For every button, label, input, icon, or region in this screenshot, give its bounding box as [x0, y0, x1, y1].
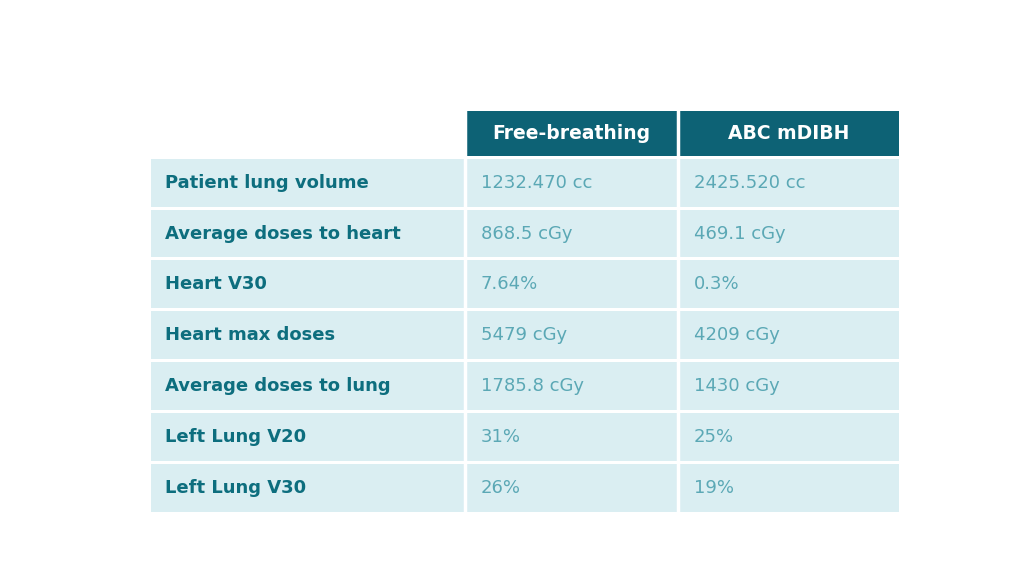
Text: ABC mDIBH: ABC mDIBH — [728, 124, 849, 143]
Text: 5479 cGy: 5479 cGy — [480, 326, 566, 344]
Text: 1430 cGy: 1430 cGy — [693, 377, 779, 395]
Text: Left Lung V20: Left Lung V20 — [165, 428, 306, 446]
FancyBboxPatch shape — [465, 111, 678, 156]
FancyBboxPatch shape — [152, 362, 899, 410]
Text: 25%: 25% — [693, 428, 734, 446]
Text: 469.1 cGy: 469.1 cGy — [693, 225, 785, 242]
FancyBboxPatch shape — [152, 311, 899, 359]
Text: Heart V30: Heart V30 — [165, 276, 267, 293]
Text: Left Lung V30: Left Lung V30 — [165, 478, 306, 497]
FancyBboxPatch shape — [678, 111, 899, 156]
FancyBboxPatch shape — [152, 159, 899, 207]
FancyBboxPatch shape — [152, 413, 899, 461]
Text: Free-breathing: Free-breathing — [493, 124, 650, 143]
Text: 0.3%: 0.3% — [693, 276, 739, 293]
Text: Patient lung volume: Patient lung volume — [165, 174, 369, 192]
FancyBboxPatch shape — [152, 261, 899, 308]
Text: 1232.470 cc: 1232.470 cc — [480, 174, 592, 192]
FancyBboxPatch shape — [152, 210, 899, 257]
Text: Average doses to heart: Average doses to heart — [165, 225, 401, 242]
Text: Average doses to lung: Average doses to lung — [165, 377, 391, 395]
Text: 868.5 cGy: 868.5 cGy — [480, 225, 572, 242]
FancyBboxPatch shape — [152, 464, 899, 512]
Text: 2425.520 cc: 2425.520 cc — [693, 174, 805, 192]
Text: 4209 cGy: 4209 cGy — [693, 326, 779, 344]
Text: Heart max doses: Heart max doses — [165, 326, 335, 344]
Text: 1785.8 cGy: 1785.8 cGy — [480, 377, 584, 395]
Text: 31%: 31% — [480, 428, 520, 446]
Text: 26%: 26% — [480, 478, 520, 497]
Text: 19%: 19% — [693, 478, 734, 497]
Text: 7.64%: 7.64% — [480, 276, 538, 293]
